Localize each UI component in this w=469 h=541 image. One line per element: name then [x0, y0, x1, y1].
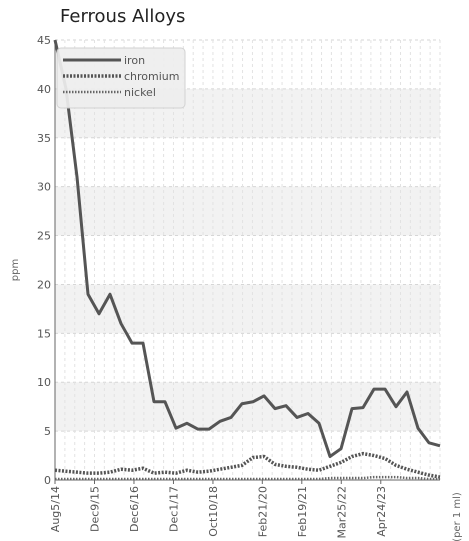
- legend-label-iron: iron: [124, 54, 145, 67]
- y-tick-label: 45: [37, 34, 51, 47]
- legend-label-nickel: nickel: [124, 86, 156, 99]
- x-tick-label: Dec6/16: [128, 486, 141, 532]
- y-tick-label: 40: [37, 83, 51, 96]
- legend-label-chromium: chromium: [124, 70, 180, 83]
- y-tick-label: 15: [37, 327, 51, 340]
- x-tick-label: Oct10/18: [207, 486, 220, 537]
- plot-background-bands: [55, 88, 440, 432]
- y-axis-ticks: 0 5 10 15 20 25 30 35 40 45: [37, 34, 51, 487]
- x-tick-label: Feb19/21: [296, 486, 309, 537]
- y-tick-label: 25: [37, 230, 51, 243]
- series-line-nickel: [55, 475, 440, 481]
- series-line-chromium: [54, 451, 441, 479]
- x-tick-label: Aug5/14: [49, 486, 62, 532]
- x-tick-label: Mar25/22: [335, 486, 348, 538]
- chart-title: Ferrous Alloys: [60, 6, 186, 27]
- y-tick-label: 30: [37, 181, 51, 194]
- plot-band: [55, 284, 440, 334]
- y-tick-label: 0: [44, 474, 51, 487]
- series-line-iron: [53, 39, 441, 459]
- x-axis-ticks: Aug5/14 Dec9/15 Dec6/16 Dec1/17 Oct10/18 Feb2…: [49, 480, 388, 538]
- x-tick-label: Feb21/20: [256, 486, 269, 537]
- y-tick-label: 20: [37, 278, 51, 291]
- y-tick-label: 35: [37, 132, 51, 145]
- y-axis-label: ppm: [10, 259, 21, 281]
- plot-band: [55, 186, 440, 236]
- legend-box: [56, 47, 186, 109]
- x-tick-label: Dec1/17: [167, 486, 180, 532]
- x-tick-label: Dec9/15: [88, 486, 101, 532]
- y-tick-label: 5: [44, 425, 51, 438]
- series-lines: [53, 39, 441, 481]
- legend: iron chromium nickel: [56, 47, 186, 109]
- x-tick-label: Apr24/23: [375, 486, 388, 537]
- unit-note: (per 1 ml): [452, 492, 463, 541]
- y-tick-label: 10: [37, 376, 51, 389]
